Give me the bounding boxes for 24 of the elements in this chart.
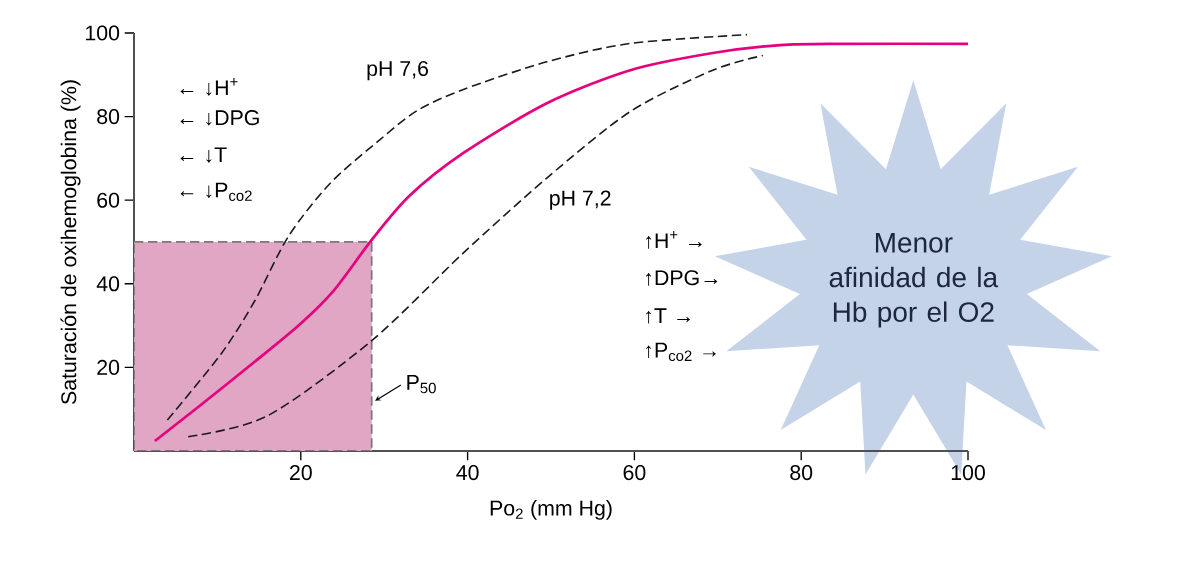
x-tick-label: 80 [790, 465, 813, 481]
y-tick-label: 20 [97, 359, 120, 375]
y-tick-label: 60 [97, 192, 120, 208]
x-tick-label: 20 [290, 465, 312, 481]
series-label: pH 7,2 [550, 190, 611, 210]
y-axis-title: Saturación de oxihemoglobina (%) [60, 80, 81, 405]
y-tick-label: 40 [96, 276, 120, 292]
annotation: ← ↓T [180, 147, 227, 163]
x-tick-label: 40 [456, 465, 479, 481]
annotation: ← ↓DPG [180, 110, 259, 126]
y-tick-label: 100 [86, 25, 120, 41]
x-axis-title: Po$_{2}$ (mm Hg) [490, 499, 612, 520]
annotation: ← ↓H$^{+}$ [180, 78, 238, 96]
annotation: ↑DPG→ [646, 270, 718, 286]
y-tick-label: 80 [97, 109, 120, 125]
annotation: ↑H$^{+}$ → [646, 231, 702, 249]
x-tick-label: 60 [623, 465, 646, 481]
annotation: ↑T → [646, 308, 690, 324]
series-label: pH 7,6 [367, 60, 428, 81]
annotation: ← ↓P$_{co2}$ [180, 182, 252, 201]
x-tick-label: 100 [951, 465, 985, 481]
annotation: P$_{50}$ [407, 374, 436, 394]
annotation: Menor afinidad de la Hb por el O2 [829, 233, 999, 328]
annotation: ↑P$_{co2}$ → [646, 342, 716, 362]
